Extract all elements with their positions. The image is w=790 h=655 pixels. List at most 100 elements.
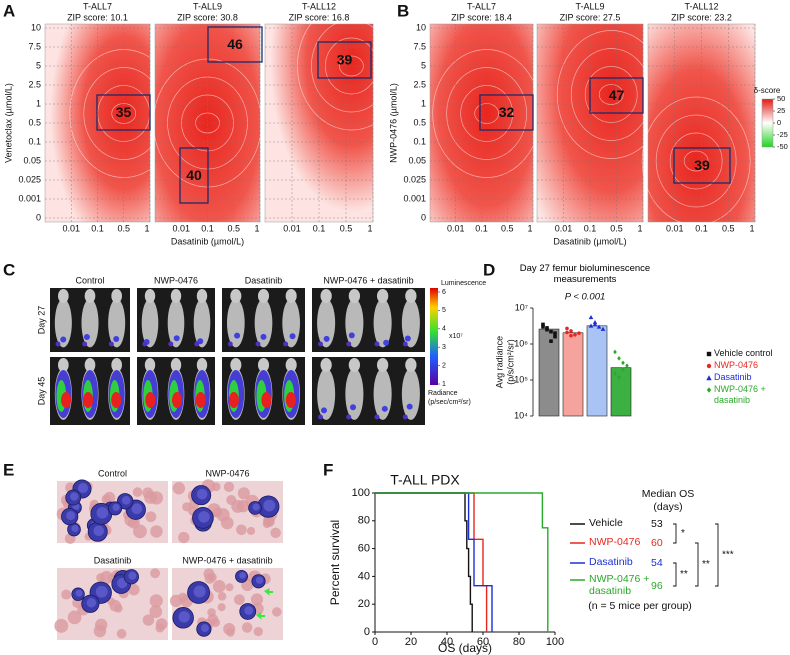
y-tick-label: 0 [364, 626, 370, 638]
group-label: Dasatinib [245, 275, 283, 285]
contour [460, 85, 513, 142]
mouse [401, 298, 420, 348]
red-cell [54, 618, 69, 633]
colorbar-label: -50 [777, 142, 788, 151]
red-cell [217, 603, 226, 612]
x-tick-label: 0.1 [695, 223, 708, 233]
synergy-box [179, 147, 209, 204]
x-tick-label: 40 [441, 636, 453, 648]
signal [323, 335, 330, 342]
table-header: Median OS [642, 488, 695, 500]
legend-label-box: Vehicle control [714, 348, 773, 358]
mouse [226, 298, 245, 348]
nucleus [198, 511, 210, 523]
panel-letter: A [3, 1, 15, 20]
data-point [617, 374, 621, 380]
y-tick-label: 10 [31, 22, 41, 32]
contour [584, 66, 638, 123]
mouse-head [257, 358, 270, 372]
synergy-value: 35 [116, 104, 132, 120]
data-point [549, 339, 553, 343]
legend-marker [706, 351, 712, 357]
legend-label: Vehicle control [714, 348, 773, 358]
bracket [715, 523, 719, 587]
mouse-head [376, 358, 389, 372]
colorbar-label: 5 [442, 307, 446, 314]
signal [350, 404, 357, 411]
mouse-head [58, 289, 69, 303]
mouse [373, 368, 392, 420]
significance: ** [702, 559, 710, 570]
panel-letter: F [323, 460, 333, 479]
nucleus [255, 576, 264, 584]
legend-label-box: Vehicle [589, 517, 623, 529]
red-cell [61, 589, 72, 600]
nucleus [86, 598, 97, 608]
x-tick-label: 100 [546, 636, 564, 648]
x-tick-label: 1 [144, 223, 149, 233]
map-title: T-ALL9 [193, 1, 222, 11]
median-value: 53 [651, 518, 663, 530]
colorbar-label: 6 [442, 289, 446, 296]
red-cell [250, 593, 264, 606]
data-point [549, 329, 553, 334]
nucleus [71, 525, 79, 533]
signal [228, 392, 239, 408]
nucleus [193, 585, 206, 598]
data-point [569, 333, 573, 338]
mouse [317, 298, 336, 348]
x-tick-label: 1 [637, 223, 642, 233]
zip-score: ZIP score: 10.1 [67, 12, 128, 22]
chart-title-box: Day 27 femur bioluminescence measurement… [519, 263, 651, 285]
data-point [596, 324, 602, 329]
colorbar-unit: Radiance [428, 390, 458, 397]
synergy-box [479, 94, 534, 131]
mouse [373, 298, 392, 348]
legend-marker [706, 387, 712, 393]
legend-label-box: Dasatinib [714, 372, 752, 382]
mouse-head [111, 358, 122, 372]
map-title: T-ALL12 [684, 1, 718, 11]
panel-letter: D [483, 260, 495, 279]
x-tick-label: 80 [513, 636, 525, 648]
median-value: 60 [651, 537, 663, 549]
y-axis-label: (p/s/cm²/sr) [505, 339, 515, 385]
red-cell [223, 622, 236, 636]
image-label: NWP-0476 + dasatinib [182, 555, 272, 565]
x-tick-label: 0.1 [313, 223, 326, 233]
x-tick-label: 1 [367, 223, 372, 233]
signal [285, 392, 296, 408]
table-header: (days) [653, 501, 682, 513]
data-point [588, 315, 594, 320]
signal [83, 392, 94, 408]
legend-label: NWP-0476 + dasatinib [714, 384, 766, 405]
bracket [673, 562, 677, 587]
x-tick-label: 1 [527, 223, 532, 233]
synergy-value: 40 [186, 167, 202, 183]
nucleus [178, 611, 190, 623]
data-point [621, 366, 625, 372]
signal [227, 341, 233, 347]
mouse [108, 298, 126, 348]
chart-title: Day 27 femur bioluminescence measurement… [519, 263, 651, 285]
x-tick-label: 0.01 [172, 223, 190, 233]
y-tick-label: 2.5 [413, 79, 426, 89]
image-label: NWP-0476 [205, 468, 249, 478]
synergy-value: 47 [609, 87, 625, 103]
signal [402, 414, 408, 420]
data-point [541, 322, 545, 327]
y-tick-label: 5 [36, 60, 41, 70]
zip-score: ZIP score: 16.8 [289, 12, 350, 22]
group-label: NWP-0476 + dasatinib [323, 275, 413, 285]
panel-letter: E [3, 460, 14, 479]
synergy-value: 39 [337, 52, 353, 68]
y-tick-label: 0.5 [413, 117, 426, 127]
red-cell [169, 594, 183, 608]
y-tick-label: 0.05 [408, 155, 426, 165]
nucleus [121, 496, 131, 505]
y-tick-label: 0.001 [18, 193, 41, 203]
nucleus [131, 503, 143, 515]
survival-curve [375, 492, 549, 632]
mouse [141, 298, 159, 348]
data-point [613, 349, 617, 355]
